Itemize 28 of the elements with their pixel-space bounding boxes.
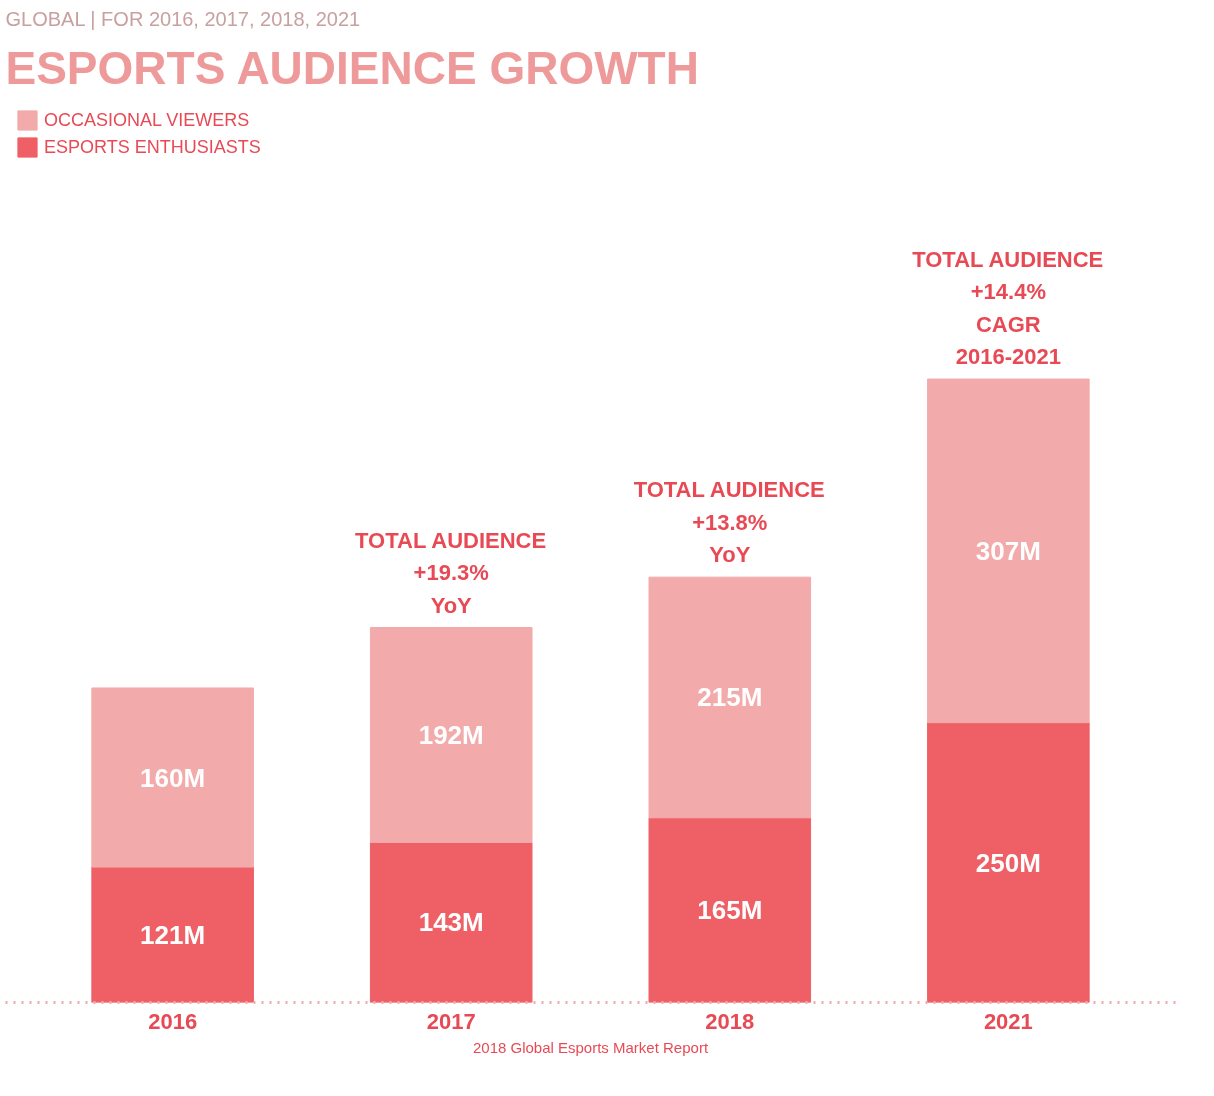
bar <box>91 687 254 868</box>
data-label: 160M <box>140 762 206 793</box>
data-label: 121M <box>140 919 206 950</box>
annotation: TOTAL AUDIENCE +13.8% YoY <box>633 477 825 568</box>
annotation: TOTAL AUDIENCE +19.3% YoY <box>355 527 547 618</box>
legend-label: ESPORTS ENTHUSIASTS <box>44 136 261 158</box>
bar <box>927 378 1090 724</box>
x-tick-label: 2016 <box>148 1008 198 1034</box>
data-label: 250M <box>975 847 1041 878</box>
text: 2018 Global Esports Market Report <box>472 1038 709 1056</box>
data-label: 143M <box>418 907 484 938</box>
chart-subtitle: GLOBAL | FOR 2016, 2017, 2018, 2021 <box>5 7 361 30</box>
bar <box>648 817 812 1003</box>
bar <box>91 866 254 1003</box>
x-tick-label: 2017 <box>426 1008 476 1034</box>
chart-title: ESPORTS AUDIENCE GROWTH <box>5 41 699 94</box>
bar <box>369 841 533 1003</box>
legend-label: OCCASIONAL VIEWERS <box>44 109 250 131</box>
x-tick-label: 2021 <box>983 1008 1033 1034</box>
bar <box>927 722 1090 1003</box>
bar <box>648 576 812 819</box>
data-label: 307M <box>975 535 1041 566</box>
bar <box>369 627 533 843</box>
data-label: 165M <box>697 895 763 926</box>
x-tick-label: 2018 <box>705 1008 755 1034</box>
annotation: TOTAL AUDIENCE +14.4% CAGR 2016-2021 <box>912 246 1104 370</box>
data-label: 215M <box>697 682 763 713</box>
data-label: 192M <box>418 719 484 750</box>
